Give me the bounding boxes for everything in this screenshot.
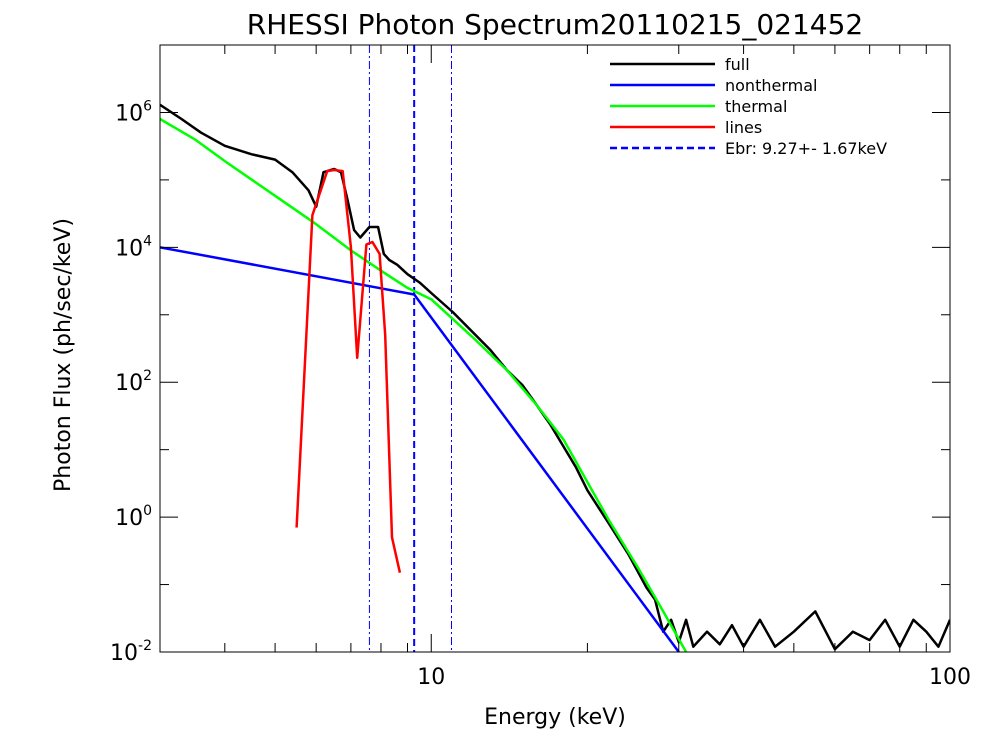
vertical-lines-group — [368, 45, 452, 652]
plot-frame — [159, 44, 951, 653]
series-line-lines — [295, 168, 402, 573]
y-tick-label: 106 — [115, 98, 152, 126]
y-tick-label: 100 — [115, 503, 152, 531]
x-axis-label: Energy (keV) — [484, 705, 626, 730]
chart-title: RHESSI Photon Spectrum20110215_021452 — [247, 8, 864, 41]
legend: full nonthermal thermal lines Ebr: 9.27+- 1.… — [610, 55, 887, 158]
series-line-nonthermal — [160, 246, 680, 652]
x-ticks-group: 10 100 — [159, 45, 971, 690]
y-tick-label: 10-2 — [110, 638, 152, 666]
y-tick-label: 104 — [115, 233, 152, 261]
series-line-thermal — [160, 117, 688, 652]
y-axis-label: Photon Flux (ph/sec/keV) — [51, 218, 76, 492]
axes-group — [159, 44, 951, 653]
legend-label-2: thermal — [725, 97, 787, 116]
legend-label-3: lines — [725, 118, 762, 137]
y-tick-label: 102 — [115, 368, 152, 396]
x-tick-label: 10 — [417, 665, 445, 690]
x-tick-label: 100 — [929, 665, 971, 690]
y-ticks-group: 10-2 100 102 104 106 — [110, 98, 950, 666]
legend-label-1: nonthermal — [725, 76, 817, 95]
legend-label-0: full — [725, 55, 750, 74]
legend-label-4: Ebr: 9.27+- 1.67keV — [725, 139, 887, 158]
series-group — [160, 103, 950, 652]
